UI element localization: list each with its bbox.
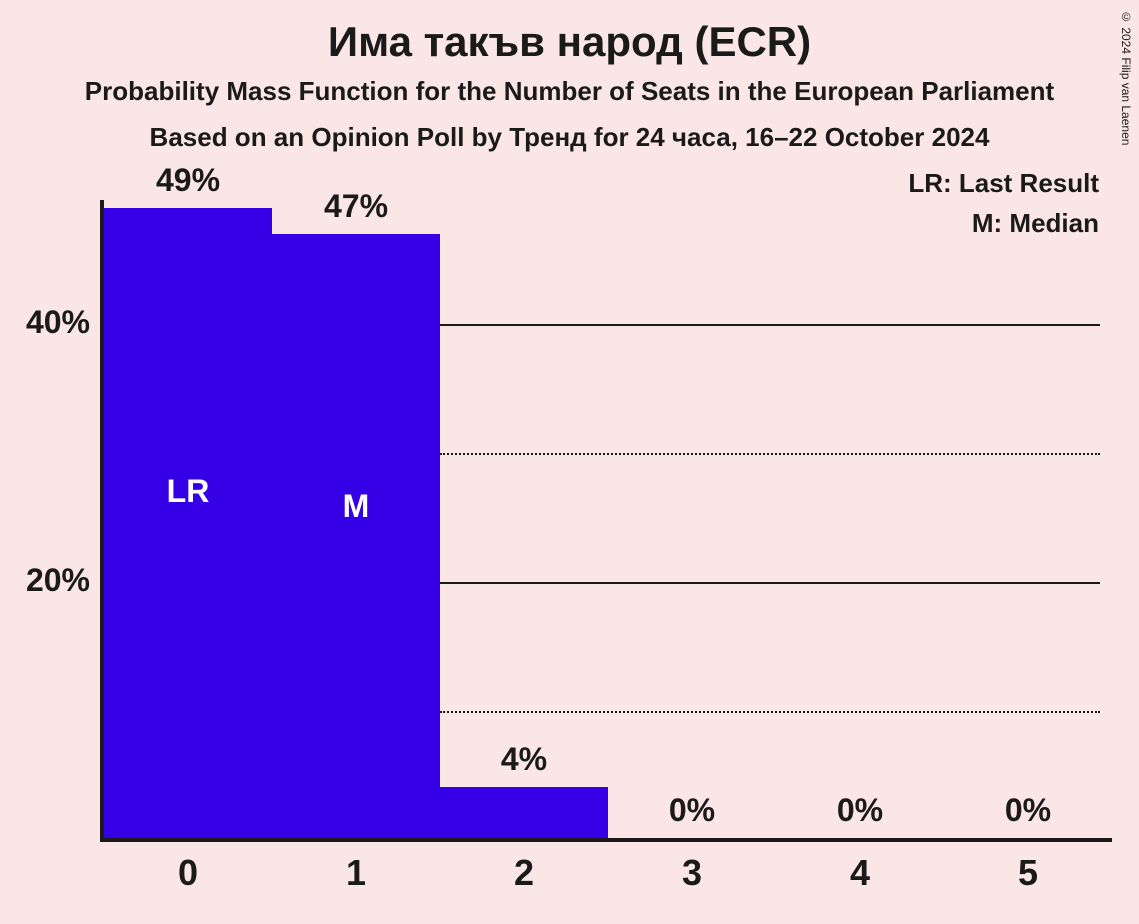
- bar-value-label: 0%: [632, 792, 752, 829]
- x-tick-label: 0: [148, 852, 228, 894]
- x-tick-label: 4: [820, 852, 900, 894]
- gridline-major: [440, 324, 1100, 326]
- legend-m: M: Median: [972, 208, 1099, 239]
- chart-container: © 2024 Filip van Laenen Има такъв народ …: [0, 0, 1139, 924]
- x-axis-line: [100, 838, 1112, 842]
- chart-title: Има такъв народ (ECR): [0, 18, 1139, 66]
- legend-lr: LR: Last Result: [908, 168, 1099, 199]
- bar-value-label: 0%: [800, 792, 920, 829]
- x-tick-label: 1: [316, 852, 396, 894]
- chart-subtitle-1: Probability Mass Function for the Number…: [0, 76, 1139, 107]
- x-tick-label: 2: [484, 852, 564, 894]
- gridline-minor: [440, 453, 1100, 455]
- gridline-minor: [440, 711, 1100, 713]
- bar-inner-label: LR: [128, 473, 248, 510]
- bar-value-label: 47%: [296, 188, 416, 225]
- bar-value-label: 4%: [464, 741, 584, 778]
- gridline-major: [440, 582, 1100, 584]
- x-tick-label: 3: [652, 852, 732, 894]
- bar-inner-label: M: [296, 488, 416, 525]
- bar-value-label: 49%: [128, 162, 248, 199]
- chart-subtitle-2: Based on an Opinion Poll by Тренд for 24…: [0, 122, 1139, 153]
- bar: [272, 234, 440, 838]
- y-tick-label: 20%: [26, 562, 90, 599]
- bar: [104, 208, 272, 838]
- bar: [440, 787, 608, 838]
- y-tick-label: 40%: [26, 304, 90, 341]
- bar-value-label: 0%: [968, 792, 1088, 829]
- x-tick-label: 5: [988, 852, 1068, 894]
